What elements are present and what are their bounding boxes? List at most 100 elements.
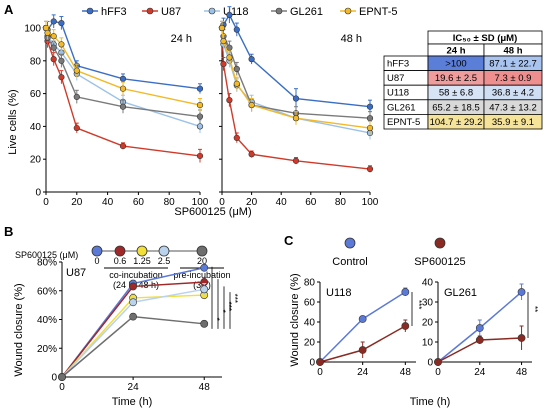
table-row-label: GL261 [387,102,416,113]
legend-b-0-marker [91,245,103,257]
c-gl261-sig-marker: ** [530,306,539,312]
c-gl261-panel-title: GL261 [444,287,477,299]
b-ylabel: Wound closure (%) [13,283,25,376]
a-24h-series-u87-point [50,56,57,63]
b-u87-series-0-6-point [129,282,138,291]
a-24h-series-gl261-point [196,113,204,120]
table-row-label: hFF3 [387,59,409,70]
b-u87-x-tick-label: 0 [59,382,65,393]
a-48h-x-tick-label: 100 [362,197,379,208]
a-24h-series-hff3-point [119,75,127,82]
c-u118-panel-title: U118 [326,287,351,299]
c-u118-y-tick-label: 0 [309,358,315,369]
legend-a-gl261-label: GL261 [290,6,323,18]
b-sig-marker: *** [224,302,233,311]
a-24h-x-tick-label: 40 [102,197,114,208]
a-48h-series-u87-point [292,157,300,164]
table-cell: 7.3 ± 0.9 [495,73,532,84]
a-24h-series-u118-point [196,123,204,130]
b-legend-co-label: co-incubation [109,270,163,280]
chart-c-gl261: 0 24 48 0 10 20 30 40 GL261 ** [422,278,539,379]
legend-c-sp600125-label: SP600125 [414,256,465,268]
c-u118-series-sp600125-point [358,346,367,354]
a-48h-series-hff3-point [292,95,300,102]
b-sig-marker: * [212,318,221,321]
legend-a-u87-marker [146,7,154,15]
b-u87-series-20-point [58,373,66,381]
legend-c-control-label: Control [332,256,367,268]
c-u118-series-control-point [358,315,367,323]
ic50-table: IC₅₀ ± SD (μM) 24 h 48 h hFF3 >100 87.1 ± 22.… [383,30,543,130]
a-24h-series-gl261-point [58,57,65,64]
a-48h-series-gl261-point [233,65,240,73]
table-cell: 104.7 ± 29.2 [430,117,483,128]
c-xlabel: Time (h) [410,396,451,408]
a-24h-series-gl261-point [50,44,57,51]
b-u87-y-tick-label: 60% [37,286,57,297]
c-u118-x-tick-label: 0 [317,367,323,378]
legend-a-gl261-marker [275,7,283,15]
c-u118-y-tick-label: 80 [304,278,316,289]
c-u118-series-control-point [401,288,410,296]
b-u87-series-2-5-point [129,298,138,307]
a-ylabel: Live cells (%) [7,89,19,154]
legend-b-0-6-label: 0.6 [114,256,127,266]
table-row-label: EPNT-5 [387,117,420,128]
a-24h-y-tick-label: 20 [30,155,42,166]
legend-b-20-label: 20 [197,256,207,266]
a-48h-series-u87-point [220,60,227,68]
table-cell: 35.9 ± 9.1 [492,117,534,128]
c-u118-y-tick-label: 60 [304,298,316,309]
table-row-label: U118 [387,88,409,99]
c-gl261-series-sp600125-point [517,334,526,342]
chart-a-24h: 0 20 40 60 80 100 0 20 40 60 80 100 24 h [24,14,209,208]
b-u87-series-0-point [200,263,209,272]
panel-label-c: C [284,233,294,248]
a-24h-series-epnt-5-point [58,41,65,48]
a-48h-series-u87-point [248,151,255,158]
a-48h-series-hff3-point [248,56,255,63]
panel-label-b: B [4,224,13,239]
b-legend-pre-label: pre-incubation [173,270,230,280]
legend-a-epnt-5-marker [344,7,352,15]
a-24h-series-gl261-point [119,103,127,110]
table-col-header: 24 h [446,46,465,57]
b-u87-y-tick-label: 40% [37,315,57,326]
a-24h-y-tick-label: 40 [30,122,42,133]
a-24h-series-epnt-5-point [119,85,127,92]
c-gl261-y-tick-label: 30 [422,298,434,309]
table-cell: 65.2 ± 18.5 [432,102,479,113]
a-48h-series-epnt-5-point [366,124,374,132]
b-u87-x-tick-label: 24 [128,382,140,393]
a-24h-series-gl261-point [73,93,80,100]
a-24h-series-hff3-point [58,19,65,27]
legend-a-u87-label: U87 [161,6,181,18]
legend-b-1-25-marker [136,245,148,257]
a-24h-series-hff3-point [50,18,57,25]
a-48h-series-gl261-point [366,115,374,122]
b-u87-series-1-25-line [61,294,205,378]
a-24h-series-u87-point [119,142,127,150]
c-gl261-y-tick-label: 20 [422,318,434,329]
a-48h-series-u87-point [226,97,233,104]
c-u118-sig-marker: *** [414,300,423,309]
table-row-label: U87 [387,73,404,84]
a-xlabel: SP600125 (μM) [174,206,251,218]
chart-c-u118: 0 24 48 0 20 40 60 80 U118 *** [304,278,423,379]
a-24h-series-epnt-5-point [196,101,204,109]
a-48h-series-hff3-point [233,26,240,33]
a-24h-x-tick-label: 80 [164,197,176,208]
c-u118-series-sp600125-point [316,358,324,366]
panel-label-a: A [4,2,14,17]
b-u87-y-tick-label: 20% [37,344,57,355]
c-gl261-y-tick-label: 10 [422,338,434,349]
legend-a: hFF3 U87 U118 GL261 EPNT-5 [82,6,398,18]
c-u118-x-tick-label: 48 [400,367,412,378]
a-48h-series-u87-point [233,134,240,141]
legend-c-control-marker [344,237,356,249]
a-24h-series-epnt-5-point [50,33,57,40]
b-legend-label: SP600125 (μM) [15,250,78,260]
a-24h-x-tick-label: 0 [43,197,49,208]
